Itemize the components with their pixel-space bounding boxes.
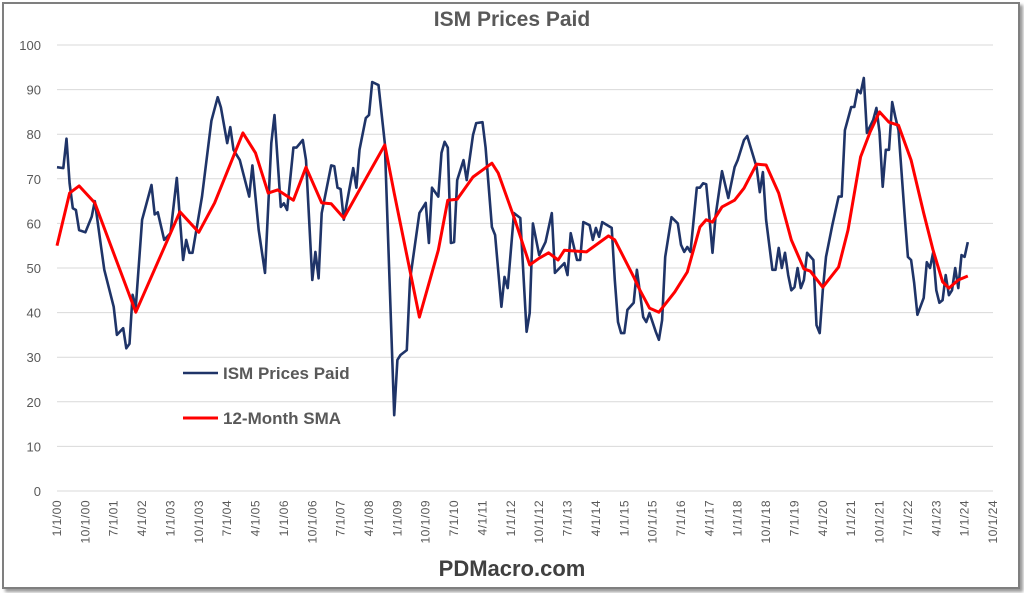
x-tick-label: 1/1/18: [731, 500, 745, 536]
x-tick-label: 10/1/03: [192, 500, 206, 544]
y-tick-label: 20: [27, 395, 41, 410]
x-tick-label: 7/1/22: [901, 500, 915, 536]
chart-title: ISM Prices Paid: [433, 8, 591, 31]
y-tick-label: 90: [27, 83, 41, 98]
y-tick-label: 0: [34, 484, 41, 499]
y-tick-label: 30: [27, 350, 41, 365]
x-tick-label: 10/1/15: [646, 500, 660, 544]
x-tick-label: 4/1/23: [929, 500, 943, 536]
y-tick-label: 40: [27, 306, 41, 321]
legend-label: ISM Prices Paid: [223, 364, 350, 383]
x-tick-label: 1/1/21: [844, 500, 858, 536]
x-tick-label: 4/1/20: [816, 500, 830, 536]
x-tick-label: 1/1/03: [163, 500, 177, 536]
x-tick-label: 1/1/15: [617, 500, 631, 536]
x-tick-label: 7/1/10: [447, 500, 461, 536]
x-tick-label: 4/1/05: [249, 500, 263, 536]
x-tick-label: 7/1/04: [220, 500, 234, 536]
x-tick-label: 4/1/08: [362, 500, 376, 536]
sma-series-line: [55, 110, 969, 319]
ism-series-line: [56, 76, 970, 417]
x-tick-label: 1/1/06: [277, 500, 291, 536]
x-tick-label: 10/1/12: [532, 500, 546, 544]
x-tick-label: 7/1/13: [561, 500, 575, 536]
x-tick-label: 1/1/12: [504, 500, 518, 536]
x-tick-label: 10/1/06: [305, 500, 319, 544]
x-tick-label: 7/1/16: [674, 500, 688, 536]
x-tick-label: 7/1/19: [787, 500, 801, 536]
y-tick-label: 10: [27, 439, 41, 454]
x-tick-label: 10/1/09: [419, 500, 433, 544]
legend-label: 12-Month SMA: [223, 409, 341, 428]
x-tick-label: 7/1/01: [107, 500, 121, 536]
x-tick-label: 10/1/00: [78, 500, 92, 544]
x-tick-label: 4/1/14: [589, 500, 603, 536]
y-tick-label: 100: [19, 38, 41, 53]
x-tick-label: 7/1/07: [334, 500, 348, 536]
y-tick-label: 80: [27, 127, 41, 142]
x-tick-label: 4/1/02: [135, 500, 149, 536]
x-tick-label: 1/1/24: [958, 500, 972, 536]
y-tick-label: 70: [27, 172, 41, 187]
x-tick-label: 4/1/17: [702, 500, 716, 536]
footer-watermark: PDMacro.com: [438, 556, 586, 581]
x-tick-label: 1/1/00: [50, 500, 64, 536]
x-tick-label: 4/1/11: [475, 500, 489, 535]
x-tick-label: 10/1/21: [873, 500, 887, 544]
y-tick-label: 60: [27, 216, 41, 231]
x-tick-label: 10/1/24: [986, 500, 1000, 544]
x-tick-label: 10/1/18: [759, 500, 773, 544]
y-tick-label: 50: [27, 261, 41, 276]
x-tick-label: 1/1/09: [390, 500, 404, 536]
